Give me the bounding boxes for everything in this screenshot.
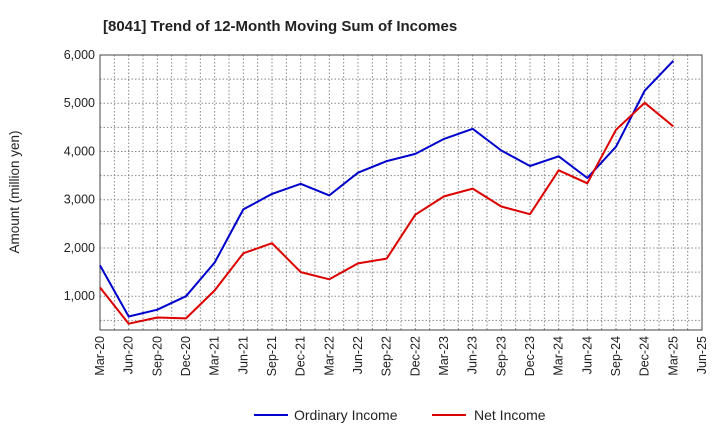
y-tick-label: 6,000 — [64, 48, 95, 62]
legend: Ordinary Income Net Income — [254, 407, 546, 423]
x-tick-label: Sep-23 — [494, 336, 508, 376]
series-line-ordinary-income — [99, 60, 675, 318]
x-tick-label: Jun-20 — [122, 336, 136, 374]
x-tick-label: Dec-23 — [523, 336, 537, 376]
y-axis-label: Amount (million yen) — [7, 130, 22, 253]
x-tick-label: Jun-25 — [695, 336, 709, 374]
x-tick-label: Jun-24 — [580, 336, 594, 374]
chart-title: [8041] Trend of 12-Month Moving Sum of I… — [103, 18, 457, 35]
legend-label-net-income: Net Income — [474, 407, 546, 423]
grid-lines — [100, 55, 702, 330]
x-tick-label: Sep-21 — [265, 336, 279, 376]
x-tick-label: Mar-21 — [208, 336, 222, 376]
x-tick-label: Dec-20 — [179, 336, 193, 376]
y-tick-label: 4,000 — [64, 144, 95, 158]
y-tick-label: 5,000 — [64, 96, 95, 110]
y-tick-label: 2,000 — [64, 241, 95, 255]
plot-frame — [99, 54, 703, 331]
series-line-net-income — [99, 101, 674, 325]
legend-label-ordinary-income: Ordinary Income — [294, 407, 398, 423]
x-tick-label: Dec-21 — [294, 336, 308, 376]
x-tick-label: Jun-22 — [351, 336, 365, 374]
x-tick-label: Sep-22 — [380, 336, 394, 376]
x-tick-label: Mar-23 — [437, 336, 451, 376]
x-tick-label: Sep-24 — [609, 336, 623, 376]
x-tick-label: Jun-21 — [236, 336, 250, 374]
x-tick-labels: Mar-20 Jun-20 Sep-20 Dec-20 Mar-21 Jun-21 Sep-… — [93, 336, 709, 376]
x-tick-label: Dec-24 — [638, 336, 652, 376]
x-tick-label: Mar-24 — [552, 336, 566, 376]
x-tick-label: Dec-22 — [408, 336, 422, 376]
series-lines — [99, 60, 675, 325]
y-tick-label: 1,000 — [64, 289, 95, 303]
x-tick-label: Mar-25 — [666, 336, 680, 376]
x-tick-label: Jun-23 — [466, 336, 480, 374]
x-tick-label: Sep-20 — [150, 336, 164, 376]
x-tick-label: Mar-20 — [93, 336, 107, 376]
x-tick-label: Mar-22 — [322, 336, 336, 376]
y-tick-labels: 1,000 2,000 3,000 4,000 5,000 6,000 — [64, 48, 95, 303]
y-tick-label: 3,000 — [64, 193, 95, 207]
